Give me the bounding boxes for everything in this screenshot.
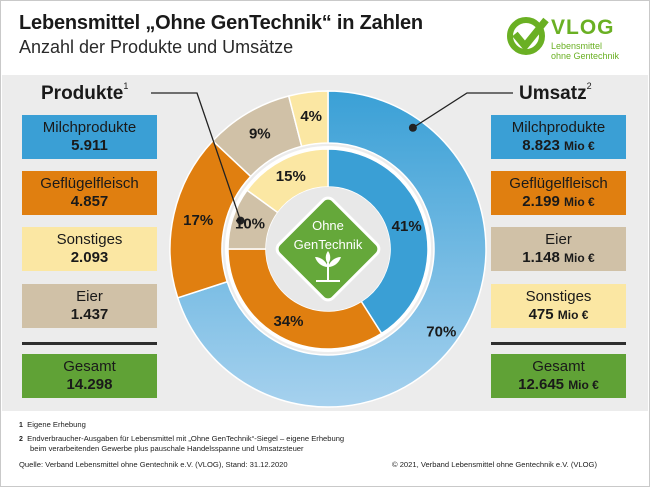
leader-lines — [151, 92, 513, 225]
revenue-amount: 12.645 — [518, 376, 565, 393]
product-box-milk: Milchprodukte 5.911 — [22, 115, 157, 159]
revenue-heading-text: Umsatz — [519, 83, 587, 104]
revenue-label: Sonstiges — [525, 288, 592, 305]
revenue-unit: Mio € — [564, 195, 595, 209]
revenue-label: Gesamt — [532, 358, 585, 375]
product-box-other: Sonstiges 2.093 — [22, 227, 157, 271]
revenue-label: Milchprodukte — [511, 119, 606, 136]
revenue-leader-dot — [408, 123, 417, 132]
revenue-box-poultry: Geflügelfleisch 2.199 Mio € — [491, 171, 626, 215]
inner-label-eier: 10% — [235, 216, 265, 233]
page-title: Lebensmittel „Ohne GenTechnik“ in Zahlen — [19, 12, 423, 34]
outer-label-eier: 9% — [249, 126, 271, 143]
products-footnote-mark: 1 — [123, 81, 129, 91]
logo-subtitle: Lebensmittel ohne Gentechnik — [551, 41, 619, 61]
footnote-1: 1 Eigene Erhebung — [19, 420, 86, 431]
source-text: Quelle: Verband Lebensmittel ohne Gentec… — [19, 460, 288, 469]
product-value: 4.857 — [70, 193, 109, 210]
products-heading-text: Produkte — [41, 83, 124, 104]
revenue-unit: Mio € — [568, 378, 599, 392]
product-value: 2.093 — [70, 249, 109, 266]
outer-label-gefl-gelfleisch: 17% — [183, 212, 213, 229]
revenue-value: 12.645 Mio € — [491, 375, 626, 395]
footnote-2-continued: beim verarbeitenden Gewerbe plus pauscha… — [30, 444, 304, 453]
copyright-text: © 2021, Verband Lebensmittel ohne Gentec… — [392, 460, 597, 469]
outer-slice-milchprodukte — [176, 90, 487, 408]
revenue-value: 1.148 Mio € — [491, 248, 626, 268]
revenue-unit: Mio € — [557, 308, 589, 322]
footnote-1-mark: 1 — [19, 422, 23, 429]
outer-ring — [169, 90, 487, 408]
revenue-amount: 1.148 — [522, 249, 560, 266]
plant-icon — [315, 251, 341, 282]
product-label: Geflügelfleisch — [40, 175, 139, 192]
revenue-box-other: Sonstiges 475 Mio € — [491, 284, 626, 328]
outer-label-milchprodukte: 70% — [426, 323, 456, 340]
product-value: 14.298 — [66, 376, 113, 393]
inner-label-sonstiges: 15% — [276, 168, 306, 185]
product-label: Sonstiges — [56, 231, 123, 248]
logo-wordmark: VLOG — [551, 16, 615, 39]
revenue-value: 2.199 Mio € — [491, 192, 626, 212]
footnote-2: 2 Endverbraucher-Ausgaben für Lebensmitt… — [19, 434, 344, 445]
page-subtitle: Anzahl der Produkte und Umsätze — [19, 37, 294, 57]
inner-label-gefl-gelfleisch: 34% — [273, 313, 303, 330]
outer-slice-sonstiges — [287, 90, 329, 148]
product-box-total: Gesamt 14.298 — [22, 354, 157, 398]
logo-sub-line-2: ohne Gentechnik — [551, 51, 620, 61]
badge-line-2: GenTechnik — [294, 237, 363, 252]
revenue-label: Eier — [545, 231, 572, 248]
product-box-poultry: Geflügelfleisch 4.857 — [22, 171, 157, 215]
product-label: Gesamt — [63, 358, 116, 375]
footnote-2-text-1: Endverbraucher-Ausgaben für Lebensmittel… — [27, 434, 345, 443]
revenue-box-eggs: Eier 1.148 Mio € — [491, 227, 626, 271]
revenue-divider — [491, 342, 626, 345]
products-leader-line — [151, 92, 242, 221]
products-heading: Produkte1 — [41, 81, 129, 105]
vlog-check-icon — [507, 17, 549, 55]
revenue-amount: 475 — [528, 306, 554, 323]
outer-label-sonstiges: 4% — [300, 108, 322, 125]
product-value: 1.437 — [70, 306, 109, 323]
revenue-leader-line — [412, 92, 513, 129]
footnote-2-mark: 2 — [19, 436, 23, 443]
product-value: 5.911 — [71, 137, 108, 154]
revenue-box-milk: Milchprodukte 8.823 Mio € — [491, 115, 626, 159]
percent-labels: 70% 17% 9% 4% 41% 34% 10% 15% — [183, 108, 456, 340]
inner-ring — [227, 148, 429, 350]
revenue-value: 8.823 Mio € — [491, 136, 626, 156]
product-label: Milchprodukte — [42, 119, 137, 136]
footnote-1-text: Eigene Erhebung — [27, 420, 86, 429]
products-leader-dot — [236, 216, 245, 225]
logo-sub-line-1: Lebensmittel — [551, 41, 603, 51]
revenue-footnote-mark: 2 — [586, 81, 592, 91]
revenue-heading: Umsatz2 — [519, 81, 592, 105]
ohne-gentechnik-badge: Ohne GenTechnik — [275, 196, 381, 302]
revenue-unit: Mio € — [564, 139, 595, 153]
revenue-box-total: Gesamt 12.645 Mio € — [491, 354, 626, 398]
revenue-amount: 8.823 — [522, 137, 560, 154]
revenue-unit: Mio € — [564, 251, 595, 265]
vlog-logo: VLOG Lebensmittel ohne Gentechnik — [506, 14, 641, 64]
inner-label-milchprodukte: 41% — [392, 218, 422, 235]
product-box-eggs: Eier 1.437 — [22, 284, 157, 328]
badge-line-1: Ohne — [312, 218, 344, 233]
products-divider — [22, 342, 157, 345]
revenue-value: 475 Mio € — [491, 305, 626, 325]
product-label: Eier — [76, 288, 103, 305]
revenue-label: Geflügelfleisch — [509, 175, 608, 192]
revenue-amount: 2.199 — [522, 193, 560, 210]
